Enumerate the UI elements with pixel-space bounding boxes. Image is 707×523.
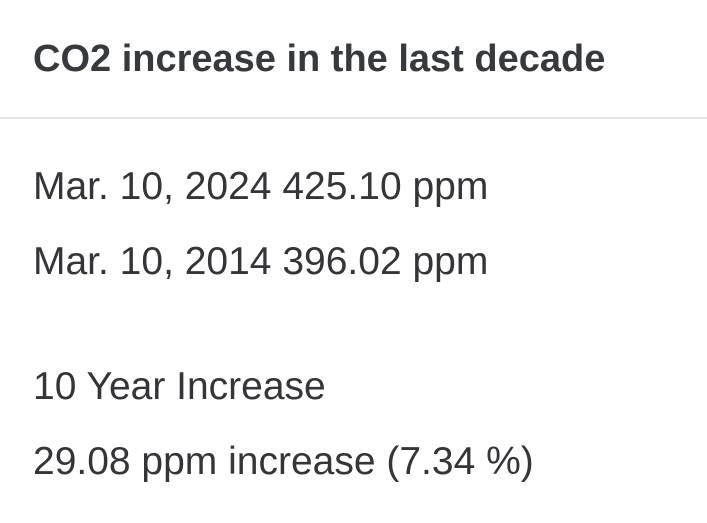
card-title: CO2 increase in the last decade	[33, 38, 606, 80]
reading-date: Mar. 10, 2024	[33, 165, 272, 208]
reading-value: 396.02 ppm	[282, 240, 489, 283]
reading-row: Mar. 10, 2014 396.02 ppm	[33, 240, 488, 284]
reading-date: Mar. 10, 2014	[33, 240, 272, 283]
divider	[0, 117, 707, 119]
summary-text: 29.08 ppm increase (7.34 %)	[33, 440, 534, 483]
reading-row: Mar. 10, 2024 425.10 ppm	[33, 165, 488, 209]
reading-value: 425.10 ppm	[282, 165, 489, 208]
summary-label: 10 Year Increase	[33, 365, 326, 408]
